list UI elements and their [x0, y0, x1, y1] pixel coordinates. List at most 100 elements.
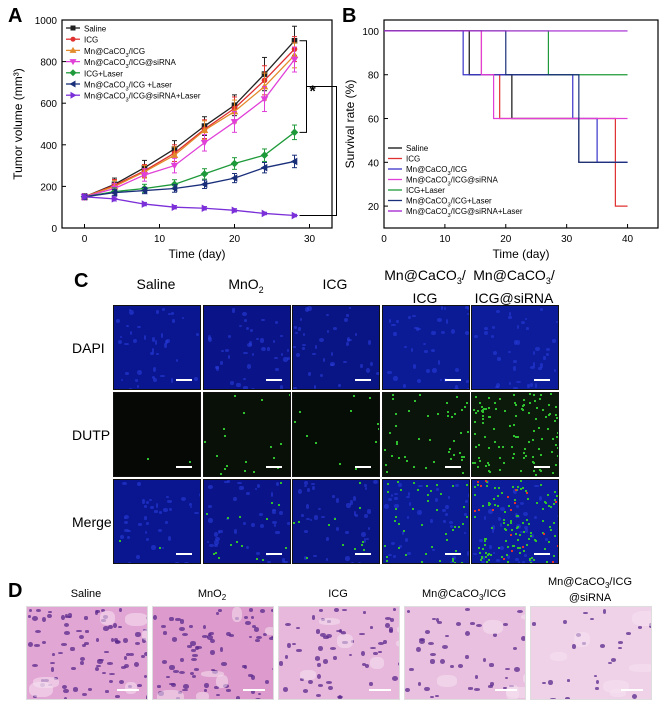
scale-bar: [243, 689, 265, 691]
scale-bar: [176, 553, 192, 555]
microscopy-image-dutp: [113, 392, 201, 477]
column-header-line: MnO2: [228, 276, 264, 295]
microscopy-column-header: ICG: [286, 276, 384, 293]
histology-label-line: Saline: [70, 588, 102, 600]
histology-label: Mn@CaCO3/ICG: [404, 588, 524, 604]
data-point: [170, 151, 179, 158]
data-point: [140, 186, 148, 195]
y-tick-label: 600: [40, 99, 57, 110]
histology-label-line: MnO2: [197, 588, 227, 603]
data-point: [260, 96, 269, 103]
series-line: [84, 40, 295, 198]
microscopy-image-dapi: [292, 305, 380, 390]
y-tick-label: 80: [368, 71, 380, 82]
legend-marker: [70, 91, 77, 99]
scale-bar: [621, 689, 643, 691]
column-header-line: Saline: [136, 276, 176, 292]
scale-bar: [495, 689, 517, 691]
y-tick-label: 200: [40, 182, 57, 193]
y-axis-label: Survival rate (%): [343, 80, 357, 169]
survival-line-2: [384, 30, 628, 163]
microscopy-image-dutp: [203, 392, 291, 477]
legend-marker: [69, 59, 77, 66]
scale-bar: [534, 466, 550, 468]
microscopy-image-dutp: [292, 392, 380, 477]
microscopy-image-merge: [471, 479, 559, 564]
microscopy-row-label: DUTP: [72, 427, 111, 443]
significance-star: *: [310, 84, 317, 101]
scale-bar: [176, 466, 192, 468]
histology-label: MnO2: [152, 588, 272, 604]
legend-label: Mn@CaCO3/ICG: [406, 165, 467, 177]
microscopy-column-header: MnO2: [197, 276, 295, 299]
data-point: [140, 172, 149, 179]
y-tick-label: 40: [368, 158, 380, 169]
microscopy-image-dapi: [113, 305, 201, 390]
survival-line-5: [384, 30, 628, 163]
x-tick-label: 20: [500, 234, 512, 245]
scale-bar: [534, 379, 550, 381]
microscopy-row-label: DAPI: [72, 340, 105, 356]
plot-frame: [61, 19, 333, 229]
data-point: [260, 163, 268, 172]
microscopy-column-header: Saline: [107, 276, 205, 293]
x-tick-label: 30: [561, 234, 573, 245]
histology-label-line: Mn@CaCO3/ICG: [421, 588, 507, 603]
bracket-2: [299, 86, 337, 217]
scale-bar: [355, 379, 371, 381]
scale-bar: [445, 553, 461, 555]
data-point: [170, 162, 179, 170]
panel-c-letter: C: [74, 270, 89, 292]
microscopy-image-merge: [203, 479, 291, 564]
x-axis-label: Time (day): [169, 247, 226, 261]
series-line: [84, 48, 295, 198]
data-point: [200, 180, 208, 189]
y-tick-label: 800: [40, 58, 57, 69]
series-line: [84, 131, 295, 198]
data-point: [200, 126, 209, 134]
scale-bar: [355, 466, 371, 468]
legend-label: Mn@CaCO3/ICG@siRNA+Laser: [406, 207, 523, 219]
column-header-line: ICG: [412, 289, 438, 306]
legend-label: ICG: [406, 155, 420, 164]
legend-marker: [69, 69, 77, 77]
significance-brackets: ***: [299, 40, 340, 217]
data-point: [110, 188, 118, 197]
panel-b-letter: B: [342, 5, 357, 27]
legend-marker: [70, 25, 76, 31]
data-point: [141, 200, 149, 208]
histology-label: ICG: [278, 588, 398, 601]
y-tick-label: 400: [40, 141, 57, 152]
data-point: [200, 170, 209, 178]
legend-label: ICG+Laser: [84, 69, 123, 78]
x-axis-label: Time (day): [493, 247, 550, 261]
y-tick-label: 0: [51, 224, 57, 235]
histology-image: [26, 606, 148, 700]
data-point: [290, 157, 298, 166]
scale-bar: [369, 689, 391, 691]
histology-image: [530, 606, 652, 700]
panel-d-letter: D: [8, 580, 23, 602]
legend-label: Saline: [406, 144, 429, 153]
legend-label: Mn@CaCO3/ICG@siRNA: [84, 58, 176, 70]
histology-label: Saline: [26, 588, 146, 601]
y-axis-label: Tumor volume (mm³): [11, 68, 25, 180]
legend-marker: [70, 36, 76, 42]
x-tick-label: 10: [439, 234, 451, 245]
legend-marker: [69, 80, 76, 88]
legend-label: ICG+Laser: [406, 186, 445, 195]
legend-label: Mn@CaCO3/ICG +Laser: [84, 81, 172, 93]
data-point: [171, 203, 179, 211]
panel-a-letter: A: [8, 5, 23, 27]
x-tick-label: 20: [229, 234, 241, 245]
data-point: [261, 209, 269, 218]
x-tick-label: 40: [622, 234, 634, 245]
y-tick-label: 20: [368, 202, 380, 213]
column-header-line: ICG: [322, 276, 348, 292]
column-header-line: Mn@CaCO3/: [473, 267, 555, 286]
data-point: [170, 184, 178, 193]
legend-label: Mn@CaCO3/ICG+Laser: [406, 197, 492, 209]
data-point: [111, 195, 119, 203]
data-point: [290, 56, 299, 64]
tumor-volume-chart: 0 200 400 600 800 1000 0 10 20 30 Time (day) Tumor …: [11, 16, 340, 261]
